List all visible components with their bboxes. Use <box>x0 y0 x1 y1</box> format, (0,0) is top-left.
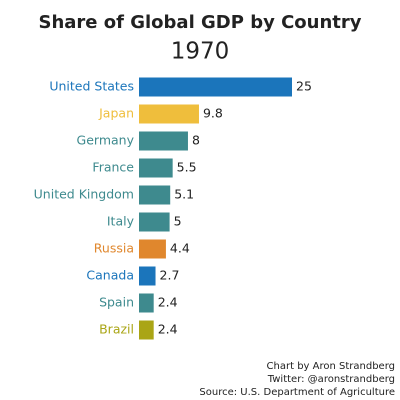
value-label: 2.7 <box>160 268 180 283</box>
bar <box>139 266 156 286</box>
category-label: Canada <box>86 268 134 283</box>
value-label: 2.4 <box>158 322 178 337</box>
bar <box>139 185 171 205</box>
credit-note: Twitter: @aronstrandberg <box>267 374 395 385</box>
bar <box>139 77 292 97</box>
value-label: 4.4 <box>170 241 190 256</box>
value-label: 8 <box>192 133 200 148</box>
category-label: United Kingdom <box>34 187 134 202</box>
category-label: Germany <box>77 133 135 148</box>
value-label: 5.1 <box>174 187 194 202</box>
credit-note: Chart by Aron Strandberg <box>267 361 395 372</box>
credit-note: Source: U.S. Department of Agriculture <box>199 387 395 398</box>
bar <box>139 158 173 178</box>
category-label: United States <box>49 79 134 94</box>
category-label: Brazil <box>99 322 134 337</box>
value-label: 9.8 <box>203 106 223 121</box>
value-label: 2.4 <box>158 295 178 310</box>
category-label: France <box>92 160 134 175</box>
category-label: Japan <box>98 106 134 121</box>
value-label: 25 <box>296 79 312 94</box>
category-label: Russia <box>94 241 134 256</box>
bar <box>139 239 166 259</box>
category-label: Spain <box>99 295 134 310</box>
value-label: 5 <box>174 214 182 229</box>
category-label: Italy <box>107 214 135 229</box>
bar <box>139 212 170 232</box>
chart-title: Share of Global GDP by Country <box>39 12 362 33</box>
chart-subtitle: 1970 <box>171 39 230 65</box>
value-label: 5.5 <box>177 160 197 175</box>
bar <box>139 104 199 124</box>
bar <box>139 131 188 151</box>
bar <box>139 293 154 313</box>
bar <box>139 320 154 340</box>
